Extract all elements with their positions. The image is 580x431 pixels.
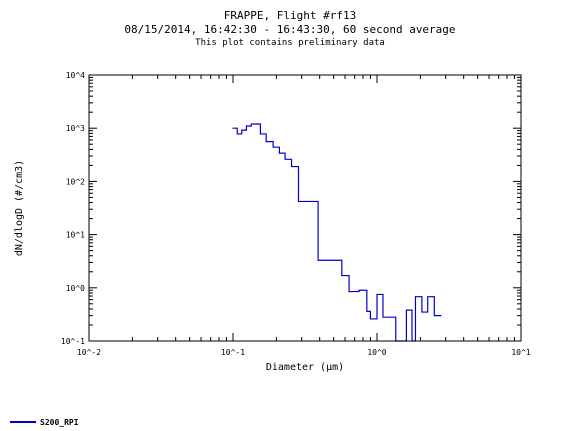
axis-ticks: 10^-2 10^-1 10^0 10^1 10^-1 10^0 10^1 10^2 10^3 1… xyxy=(61,71,531,357)
y-axis-label: dN/dlogD (#/cm3) xyxy=(14,160,25,256)
y-tick-label: 10^3 xyxy=(66,124,85,133)
x-tick-label: 10^1 xyxy=(511,348,530,357)
series-layer xyxy=(232,123,442,342)
x-axis-label: Diameter (µm) xyxy=(266,362,344,373)
y-tick-label: 10^0 xyxy=(66,284,85,293)
legend-label: S200_RPI xyxy=(40,418,79,427)
y-tick-label: 10^-1 xyxy=(61,337,85,346)
legend: S200_RPI xyxy=(10,418,79,427)
series-line-S200_RPI xyxy=(232,123,442,342)
plot-frame xyxy=(88,74,522,342)
y-tick-label: 10^4 xyxy=(66,71,85,80)
chart-subtitle: 08/15/2014, 16:42:30 - 16:43:30, 60 seco… xyxy=(124,23,455,36)
x-tick-label: 10^-1 xyxy=(221,348,245,357)
chart-title: FRAPPE, Flight #rf13 xyxy=(224,9,356,22)
chart-note: This plot contains preliminary data xyxy=(195,38,385,48)
x-tick-label: 10^-2 xyxy=(77,348,101,357)
y-tick-label: 10^2 xyxy=(66,177,85,186)
y-tick-label: 10^1 xyxy=(66,231,85,240)
x-tick-label: 10^0 xyxy=(367,348,386,357)
